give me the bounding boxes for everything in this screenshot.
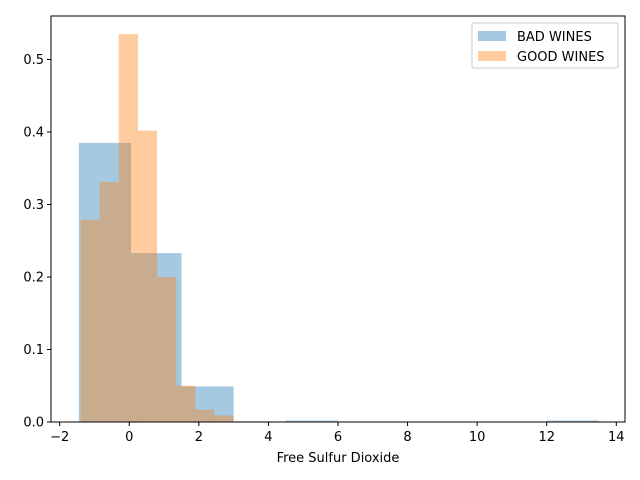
- bar-good-wines-0: [80, 219, 100, 422]
- x-tick-label: 0: [125, 430, 133, 445]
- bar-bad-wines-4: [285, 420, 338, 422]
- legend-entries: BAD WINES GOOD WINES: [478, 30, 605, 65]
- bar-bad-wines-9: [546, 420, 599, 422]
- legend-swatch: [478, 31, 506, 41]
- legend-label: GOOD WINES: [517, 50, 605, 65]
- x-axis-ticks: −2 0 2 4 6 8 10 12 14: [50, 422, 625, 445]
- x-tick-label: 8: [403, 430, 411, 445]
- x-tick-label: 4: [264, 430, 272, 445]
- legend-label: BAD WINES: [517, 30, 592, 45]
- bar-good-wines-6: [195, 409, 215, 422]
- x-tick-label: −2: [50, 430, 69, 445]
- x-tick-label: 10: [469, 430, 486, 445]
- bar-good-wines-4: [157, 277, 177, 422]
- y-axis-ticks: 0.0 0.1 0.2 0.3 0.4 0.5: [23, 53, 51, 431]
- bar-good-wines-2: [118, 34, 138, 422]
- bar-bad-wines-2: [181, 386, 234, 422]
- bars-layer: [78, 34, 599, 423]
- y-tick-label: 0.1: [23, 343, 44, 358]
- x-tick-label: 2: [195, 430, 203, 445]
- y-tick-label: 0.0: [23, 416, 44, 431]
- x-tick-label: 14: [608, 430, 625, 445]
- y-tick-label: 0.5: [23, 53, 44, 68]
- bar-good-wines-5: [176, 385, 196, 422]
- bar-bad-wines-1: [131, 253, 182, 422]
- y-tick-label: 0.3: [23, 198, 44, 213]
- bar-good-wines-3: [137, 130, 158, 423]
- x-tick-label: 12: [538, 430, 555, 445]
- legend-swatch: [478, 51, 506, 61]
- y-tick-label: 0.2: [23, 271, 44, 286]
- bar-good-wines-7: [214, 415, 234, 422]
- bar-bad-wines-0: [78, 142, 132, 422]
- y-tick-label: 0.4: [23, 126, 44, 141]
- legend: BAD WINES GOOD WINES: [471, 22, 619, 69]
- x-tick-label: 6: [334, 430, 342, 445]
- legend-box: [471, 22, 619, 69]
- x-axis-label: Free Sulfur Dioxide: [277, 451, 400, 466]
- bar-good-wines-1: [99, 182, 119, 422]
